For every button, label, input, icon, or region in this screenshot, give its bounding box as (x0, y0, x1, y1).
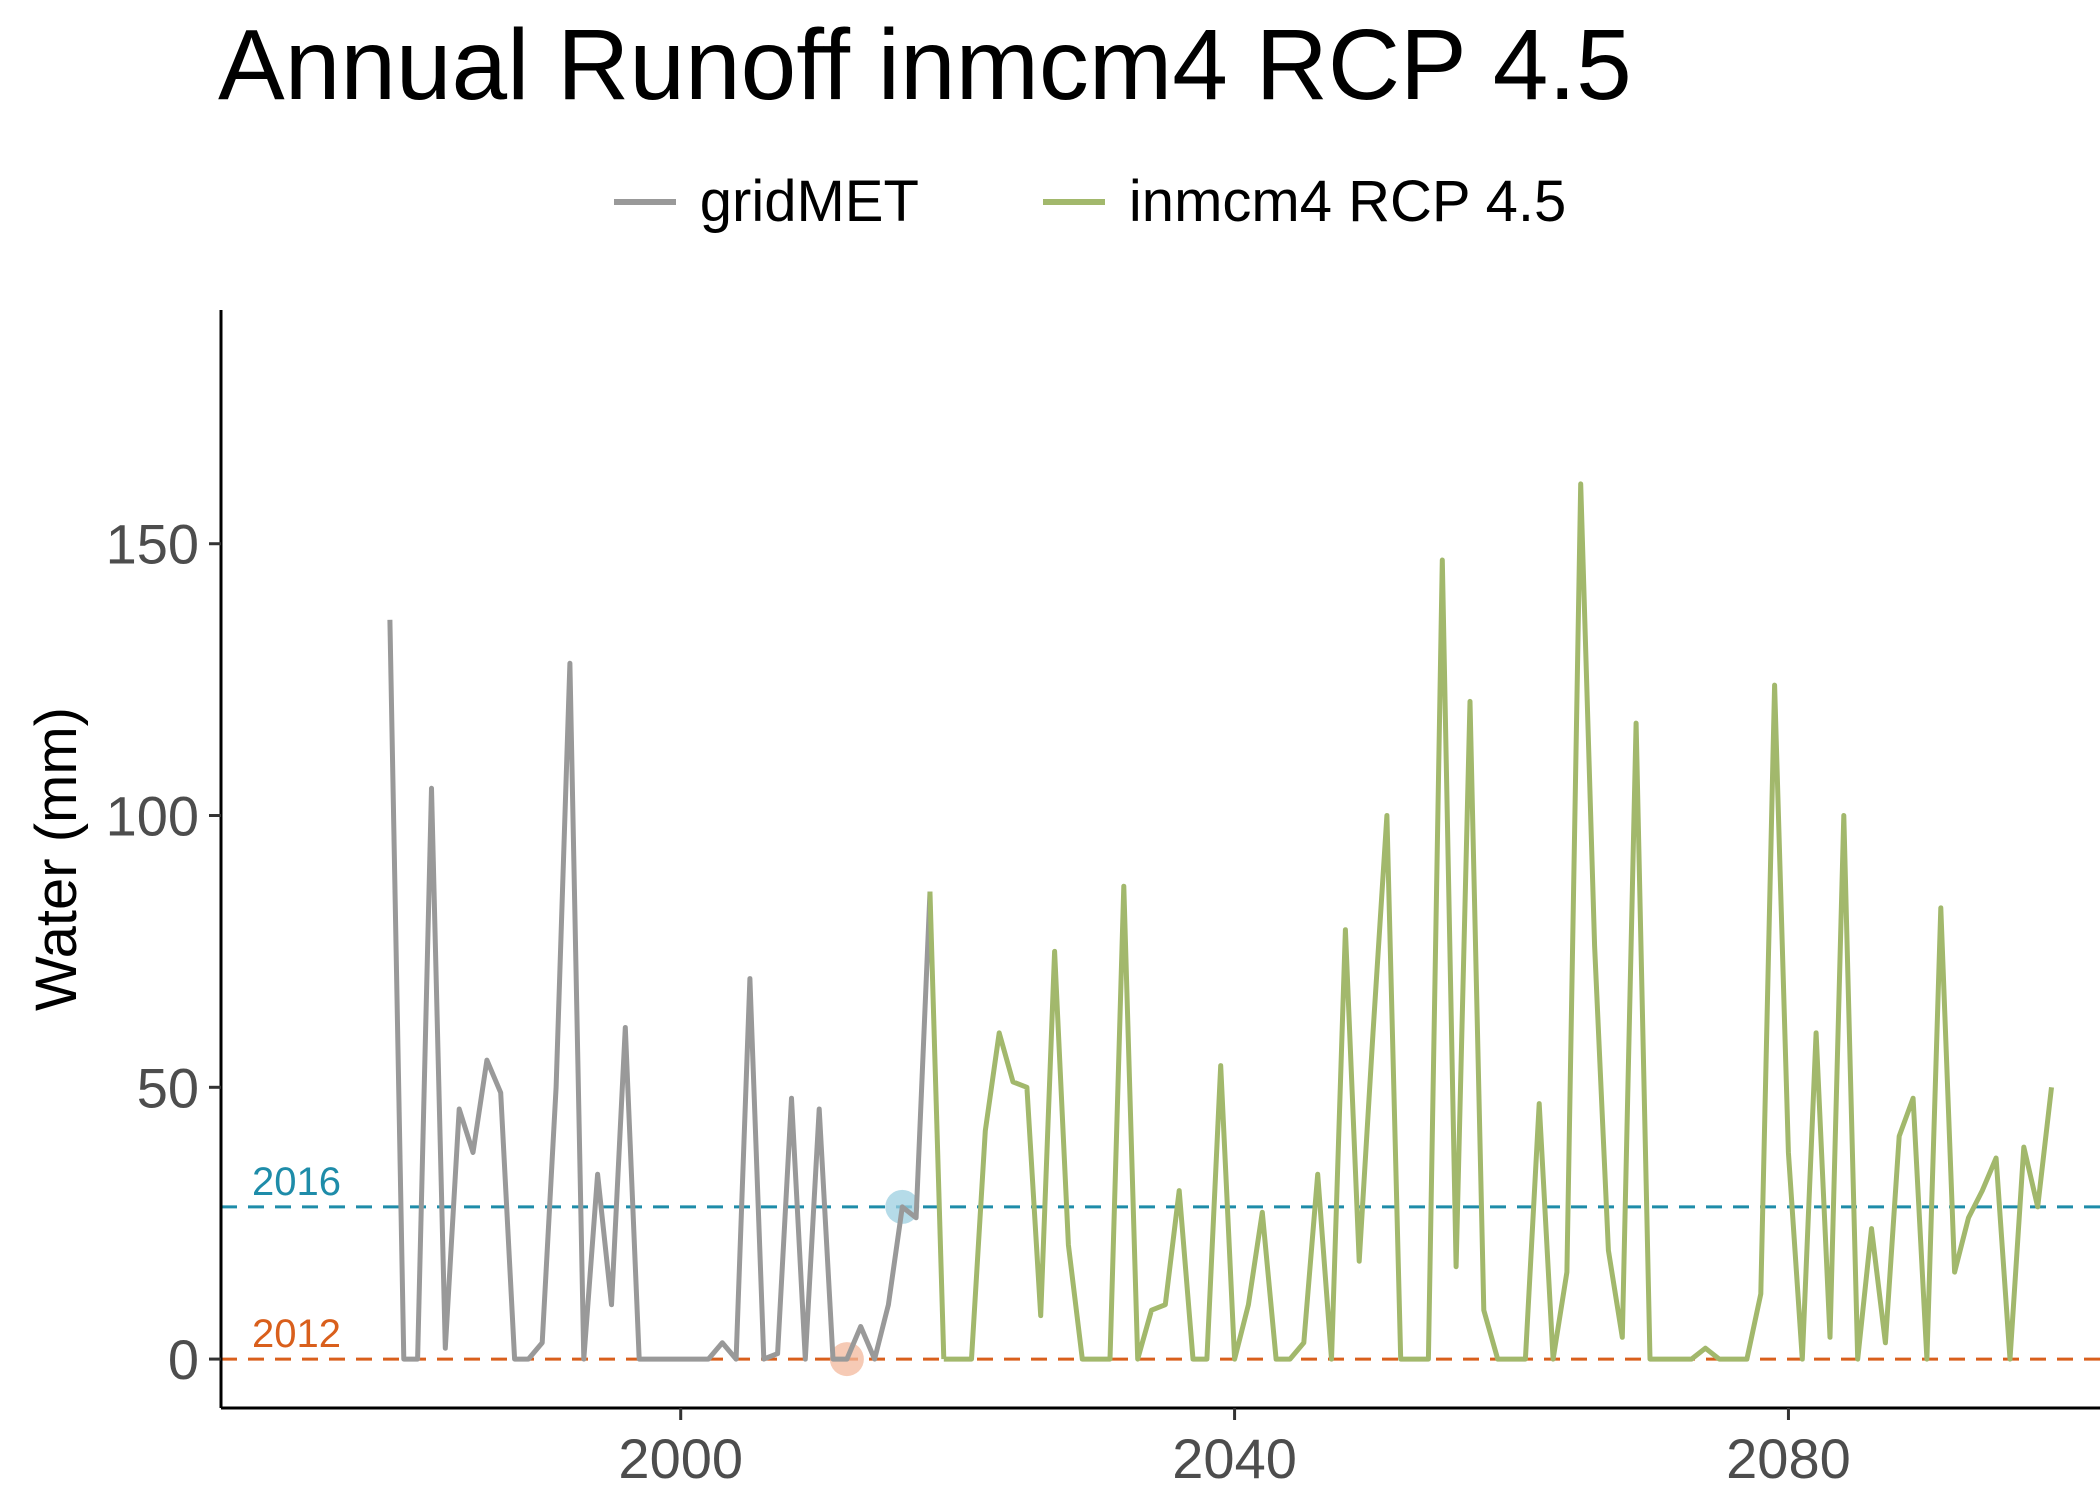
chart-title: Annual Runoff inmcm4 RCP 4.5 (218, 9, 1632, 121)
y-tick-label-150: 150 (106, 513, 199, 576)
x-tick-label-2080: 2080 (1726, 1427, 1851, 1490)
legend: gridMET inmcm4 RCP 4.5 (0, 168, 2100, 235)
legend-swatch-inmcm4 (1042, 198, 1105, 205)
legend-label-gridmet: gridMET (699, 169, 919, 234)
reference-lines: 2016 2012 (221, 1160, 2100, 1361)
axes: 0 50 100 150 2000 2040 2080 Water (mm) (24, 310, 2100, 1490)
x-tick-label-2000: 2000 (618, 1427, 743, 1490)
reference-label-2012: 2012 (252, 1312, 341, 1356)
y-tick-label-100: 100 (106, 785, 199, 848)
highlight-points (829, 1189, 920, 1377)
legend-swatch-gridmet (613, 198, 676, 205)
reference-label-2016: 2016 (252, 1160, 341, 1204)
series-lines (387, 481, 2054, 1362)
y-tick-label-50: 50 (137, 1056, 199, 1119)
x-tick-label-2040: 2040 (1172, 1427, 1297, 1490)
series-line-1 (943, 481, 2054, 1362)
legend-item-inmcm4: inmcm4 RCP 4.5 (963, 168, 1566, 235)
series-line-0 (387, 619, 933, 1362)
y-tick-label-0: 0 (168, 1328, 199, 1391)
legend-item-gridmet: gridMET (534, 168, 919, 235)
legend-label-inmcm4: inmcm4 RCP 4.5 (1128, 169, 1567, 234)
y-axis-title: Water (mm) (24, 707, 89, 1011)
series-connector (927, 891, 947, 1360)
